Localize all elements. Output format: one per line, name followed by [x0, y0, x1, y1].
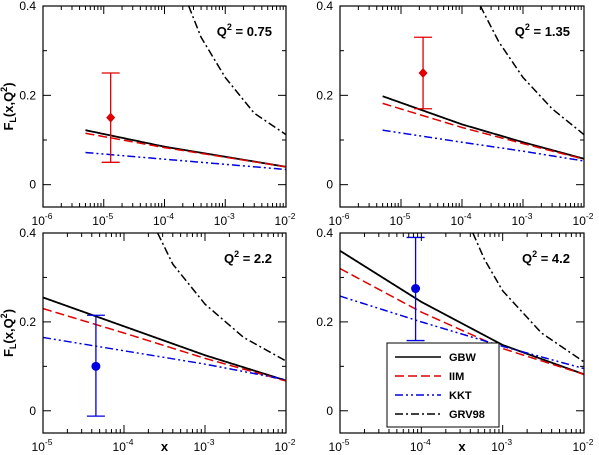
panel-bottom-right-x-ticks	[339, 233, 585, 433]
panel-bottom-left-y-axis-label: FL(x,Q2)	[0, 309, 18, 357]
panel-bottom-right-q2-annotation: Q2 = 4.2	[522, 249, 570, 266]
panel-bottom-left-y-ticks	[43, 232, 286, 412]
panel-bottom-right-x-tick-label: 10-3	[491, 437, 512, 454]
panel-top-right-series-iim	[382, 102, 584, 160]
panel-top-left-curves	[85, 6, 286, 171]
panel-bottom-left: 10-5 10-4 10-3 10-2 0 0.2 0.4 Q2 = 2.2 FL(x,Q2) x	[0, 226, 296, 454]
legend-label-gbw: GBW	[449, 352, 477, 364]
panel-top-right-series-kkt	[382, 129, 584, 162]
panel-top-left-x-tick-label: 10-5	[92, 211, 113, 228]
panel-bottom-right-y-tick-label: 0.2	[316, 315, 333, 329]
panel-top-left-y-tick-label: 0	[29, 178, 36, 192]
panel-top-right-data-point	[414, 36, 433, 110]
panel-top-right-x-tick-label: 10-2	[573, 211, 594, 228]
panel-bottom-left-x-tick-label: 10-2	[275, 437, 296, 454]
panel-top-left-x-ticks	[42, 6, 287, 207]
panel-bottom-left-frame	[42, 232, 287, 434]
panel-bottom-right-data-point	[406, 236, 425, 342]
panel-bottom-left-data-point	[86, 314, 105, 417]
panel-top-right-q2-annotation: Q2 = 1.35	[515, 22, 570, 39]
panel-bottom-right-x-tick-label: 10-2	[573, 437, 594, 454]
panel-bottom-left-x-tick-label: 10-3	[194, 437, 215, 454]
panel-top-left-x-tick-label: 10-3	[214, 211, 235, 228]
panel-top-left-marker	[106, 112, 116, 123]
panel-bottom-left-x-tick-label: 10-4	[113, 437, 134, 454]
panel-bottom-right-y-ticks	[340, 232, 584, 412]
panel-top-right-x-tick-label: 10-3	[512, 211, 533, 228]
panel-top-right: 10-6 10-5 10-4 10-3 10-2 0 0.2 0.4 Q2 = 1.35	[316, 0, 593, 228]
panel-bottom-right-series-grv98	[472, 233, 584, 363]
panel-top-right-x-ticks	[339, 6, 585, 207]
panel-bottom-left-curves	[43, 233, 286, 382]
panel-bottom-left-marker	[91, 361, 101, 371]
panel-bottom-left-x-tick-label: 10-5	[32, 437, 53, 454]
panel-bottom-left-y-tick-label: 0	[29, 404, 36, 418]
panel-top-left-y-ticks	[43, 5, 286, 186]
panel-top-right-y-tick-label: 0.2	[316, 88, 333, 102]
panel-top-right-series-gbw	[382, 95, 584, 160]
panel-top-right-marker	[418, 68, 428, 78]
panel-top-right-x-tick-label: 10-4	[451, 211, 472, 228]
panel-bottom-left-series-kkt	[43, 336, 286, 381]
panel-bottom-right-x-axis-label: x	[458, 439, 466, 454]
panel-top-right-y-tick-label: 0.4	[316, 0, 333, 13]
panel-top-left-y-tick-label: 0.4	[19, 0, 36, 13]
panel-bottom-left-series-gbw	[43, 296, 286, 382]
panel-bottom-left-y-tick-label: 0.2	[19, 315, 36, 329]
panel-bottom-left-x-ticks	[42, 233, 287, 433]
panel-bottom-left-series-iim	[43, 307, 286, 382]
panel-top-left-x-tick-label: 10-6	[32, 211, 53, 228]
legend: GBW IIM KKT GRV98	[386, 342, 500, 428]
panel-bottom-right: 10-5 10-4 10-3 10-2 0 0.2 0.4 Q2 = 4.2 x	[316, 226, 593, 454]
panel-bottom-right-curves	[340, 233, 584, 376]
panel-top-left-y-axis-label: FL(x,Q2)	[0, 82, 18, 130]
panel-top-right-x-tick-label: 10-6	[329, 211, 350, 228]
legend-label-kkt: KKT	[449, 390, 472, 402]
panel-bottom-right-x-tick-label: 10-5	[329, 437, 350, 454]
panel-bottom-right-marker	[411, 284, 421, 294]
panel-top-left-series-kkt	[85, 151, 286, 171]
panel-top-right-y-tick-label: 0	[326, 178, 333, 192]
panel-bottom-left-series-grv98	[156, 233, 286, 362]
panel-top-left-y-tick-label: 0.2	[19, 88, 36, 102]
panel-top-left: 10-6 10-5 10-4 10-3 10-2 0 0.2 0.4 Q2 = 0.75 FL(x…	[0, 0, 296, 228]
panel-top-left-series-iim	[85, 132, 286, 168]
panel-top-right-series-grv98	[479, 6, 584, 136]
panel-bottom-right-y-tick-label: 0.4	[316, 226, 333, 240]
panel-top-left-x-tick-label: 10-2	[275, 211, 296, 228]
panel-bottom-left-q2-annotation: Q2 = 2.2	[224, 249, 272, 266]
panel-bottom-right-series-kkt	[340, 295, 584, 370]
panel-top-left-q2-annotation: Q2 = 0.75	[217, 22, 272, 39]
panel-top-right-y-ticks	[340, 5, 584, 186]
panel-top-right-x-tick-label: 10-5	[390, 211, 411, 228]
panel-top-left-x-tick-label: 10-4	[153, 211, 174, 228]
panel-top-left-series-grv98	[187, 6, 286, 136]
legend-label-grv98: GRV98	[449, 409, 485, 421]
panel-top-left-data-point	[101, 72, 120, 163]
panel-bottom-right-frame	[339, 232, 585, 434]
panel-bottom-right-series-iim	[340, 267, 584, 376]
panel-bottom-right-y-tick-label: 0	[326, 404, 333, 418]
panel-bottom-right-x-tick-label: 10-4	[410, 437, 431, 454]
legend-label-iim: IIM	[449, 371, 464, 383]
panel-bottom-left-x-axis-label: x	[161, 439, 169, 454]
panel-bottom-right-series-gbw	[340, 250, 584, 376]
panel-bottom-left-y-tick-label: 0.4	[19, 226, 36, 240]
